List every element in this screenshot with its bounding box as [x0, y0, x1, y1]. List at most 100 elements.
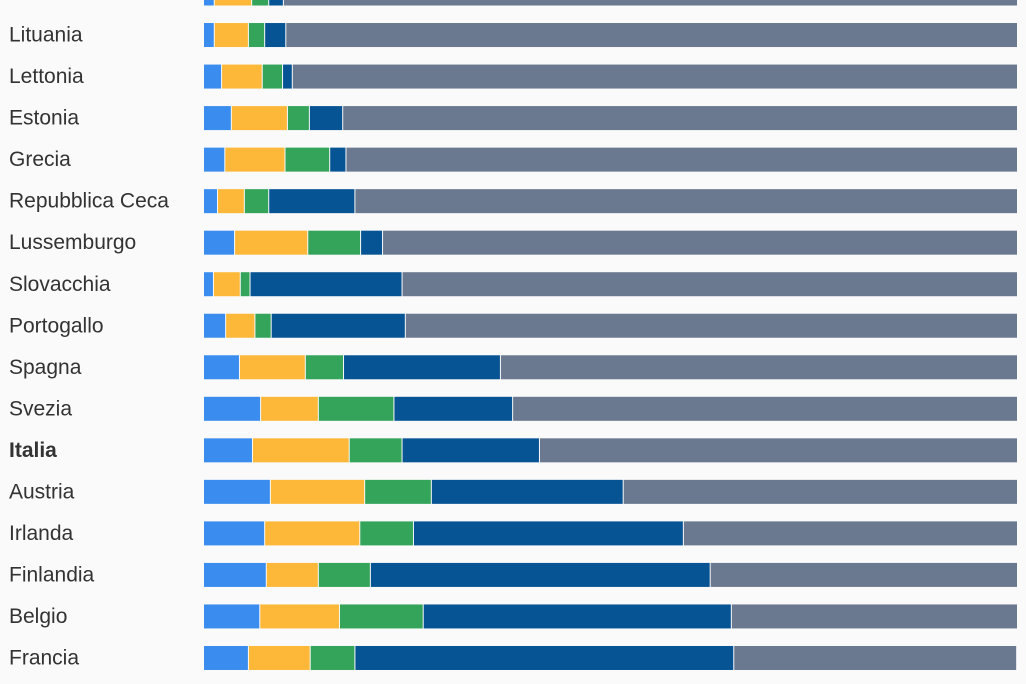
bar-segment — [204, 0, 214, 6]
bar-segment — [310, 645, 355, 670]
bar-segment — [250, 272, 402, 297]
bar-segment — [405, 313, 1017, 338]
bar-segment — [248, 23, 265, 48]
bar-segment — [361, 230, 383, 255]
bar-segment — [539, 438, 1017, 463]
bar-segment — [292, 64, 1018, 89]
bar-segment — [218, 189, 244, 214]
bar-segment — [204, 562, 266, 587]
bar-segment — [344, 355, 500, 380]
category-label: Finlandia — [9, 563, 95, 586]
bar-segment — [287, 106, 309, 131]
bar-segment — [360, 521, 413, 546]
bar-segment — [260, 604, 339, 629]
category-label: Lettonia — [9, 65, 84, 88]
bar-segment — [431, 479, 623, 504]
bar-segment — [204, 272, 213, 297]
category-label: Portogallo — [9, 314, 104, 337]
category-label: Belgio — [9, 605, 67, 628]
bar-segment — [731, 604, 1017, 629]
bar-segment — [214, 0, 252, 6]
category-label: Estonia — [9, 107, 79, 130]
bar-segment — [683, 521, 1017, 546]
bar-segment — [204, 64, 222, 89]
bar-segment — [271, 313, 405, 338]
bar-segment — [330, 147, 346, 172]
bar-segment — [308, 230, 361, 255]
bar-segment — [213, 272, 240, 297]
bar-segment — [204, 189, 218, 214]
bar-segment — [423, 604, 731, 629]
bar-segment — [204, 479, 270, 504]
bar-segment — [204, 521, 265, 546]
bar-segment — [265, 23, 286, 48]
bar-segment — [204, 438, 252, 463]
bar-segment — [285, 147, 330, 172]
bar-segment — [349, 438, 402, 463]
category-label: Grecia — [9, 148, 71, 171]
bar-segment — [244, 189, 269, 214]
bar-segment — [413, 521, 683, 546]
bar-segment — [225, 147, 285, 172]
bar-segment — [204, 313, 226, 338]
bar-segment — [204, 604, 260, 629]
bar-segment — [339, 604, 423, 629]
category-label: Polonia — [9, 0, 79, 5]
bar-segment — [734, 645, 1017, 670]
bar-segment — [231, 106, 287, 131]
bar-segment — [235, 230, 308, 255]
bar-segment — [255, 313, 271, 338]
category-label: Italia — [9, 439, 57, 462]
bar-segment — [204, 23, 214, 48]
bar-segment — [226, 313, 255, 338]
bar-segment — [343, 106, 1018, 131]
bar-segment — [262, 64, 283, 89]
bar-segment — [269, 189, 355, 214]
category-label: Austria — [9, 480, 75, 503]
bar-segment — [513, 396, 1017, 421]
bar-segment — [240, 272, 250, 297]
category-label: Lituania — [9, 24, 83, 47]
bar-segment — [204, 396, 261, 421]
bar-segment — [309, 106, 343, 131]
bar-segment — [500, 355, 1017, 380]
bar-segment — [204, 355, 239, 380]
category-label: Repubblica Ceca — [9, 190, 169, 213]
bar-segment — [252, 0, 269, 6]
bar-segment — [248, 645, 310, 670]
bar-segment — [402, 272, 1018, 297]
bar-segment — [305, 355, 344, 380]
bar-segment — [383, 230, 1017, 255]
bar-segment — [283, 0, 1018, 6]
bar-segment — [265, 521, 360, 546]
category-label: Francia — [9, 647, 79, 670]
category-label: Svezia — [9, 397, 72, 420]
category-label: Lussemburgo — [9, 231, 136, 254]
category-label: Slovacchia — [9, 273, 111, 296]
bar-segment — [355, 645, 734, 670]
bar-segment — [402, 438, 539, 463]
bar-segment — [222, 64, 262, 89]
bar-segment — [623, 479, 1017, 504]
category-label: Spagna — [9, 356, 82, 379]
bar-segment — [204, 230, 235, 255]
bar-segment — [269, 0, 283, 6]
bar-segment — [204, 645, 248, 670]
bar-segment — [318, 396, 394, 421]
bar-segment — [266, 562, 318, 587]
bar-segment — [365, 479, 431, 504]
bar-segment — [204, 106, 231, 131]
bar-segment — [710, 562, 1017, 587]
bar-segment — [346, 147, 1017, 172]
bar-segment — [270, 479, 365, 504]
bar-segment — [370, 562, 710, 587]
bar-segment — [355, 189, 1017, 214]
bar-segment — [261, 396, 318, 421]
bar-segment — [214, 23, 248, 48]
bar-segment — [286, 23, 1017, 48]
bar-segment — [283, 64, 292, 89]
bar-segment — [318, 562, 370, 587]
bar-segment — [394, 396, 513, 421]
